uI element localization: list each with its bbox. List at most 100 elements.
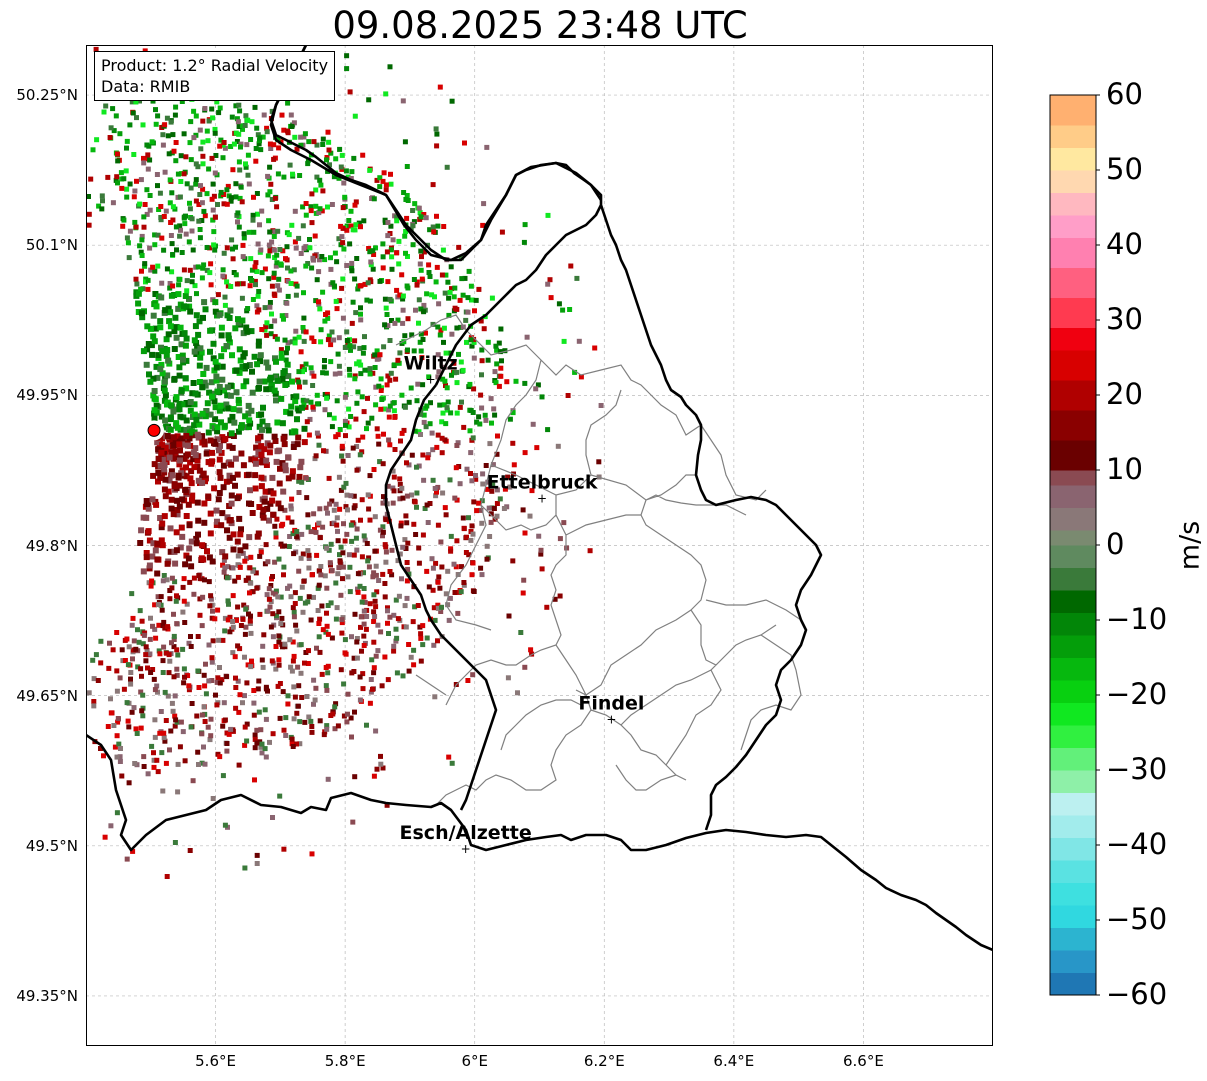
echo-pixel [306, 432, 312, 438]
echo-pixel [237, 357, 244, 364]
echo-pixel [246, 362, 253, 368]
colorbar-swatch [1050, 792, 1096, 816]
echo-pixel [185, 501, 192, 508]
echo-pixel [183, 231, 189, 237]
echo-pixel [410, 223, 416, 229]
echo-pixel [431, 605, 437, 611]
echo-pixel [279, 420, 286, 427]
echo-pixel [242, 543, 249, 550]
echo-pixel [395, 558, 401, 564]
echo-pixel [191, 135, 197, 141]
echo-pixel [224, 674, 230, 680]
echo-pixel [265, 253, 271, 259]
echo-pixel [169, 269, 175, 275]
echo-pixel [235, 219, 240, 225]
echo-pixel [184, 278, 190, 284]
echo-pixel [200, 314, 206, 321]
national-borders [86, 45, 993, 952]
map-canvas[interactable]: +Wiltz+Ettelbruck+Findel+Esch/Alzette [86, 45, 993, 1046]
echo-pixel [225, 332, 232, 339]
echo-pixel [225, 564, 231, 570]
echo-pixel [465, 295, 471, 301]
echo-pixel [227, 629, 233, 635]
colorbar-swatch [1050, 815, 1096, 838]
echo-pixel [218, 353, 225, 360]
echo-pixel [435, 602, 441, 608]
echo-pixel [486, 505, 492, 511]
echo-pixel [373, 402, 379, 408]
echo-pixel [157, 366, 164, 373]
echo-pixel [315, 608, 321, 613]
echo-pixel [555, 443, 561, 449]
echo-pixel [253, 444, 260, 451]
echo-pixel [371, 609, 377, 615]
echo-pixel [216, 456, 223, 463]
echo-pixel [344, 338, 350, 343]
echo-pixel [183, 427, 190, 433]
echo-pixel [302, 660, 307, 666]
echo-pixel [479, 520, 485, 526]
echo-pixel [188, 724, 194, 730]
echo-pixel [419, 254, 424, 260]
echo-pixel [323, 448, 329, 454]
echo-pixel [424, 291, 430, 297]
echo-pixel [211, 485, 218, 492]
echo-pixel [161, 644, 167, 650]
echo-pixel [141, 764, 147, 769]
echo-pixel [245, 306, 251, 311]
echo-pixel [435, 605, 441, 611]
echo-pixel [333, 616, 339, 622]
echo-pixel [209, 659, 215, 665]
echo-pixel [370, 370, 376, 376]
echo-pixel [220, 462, 227, 469]
echo-pixel [214, 99, 220, 105]
echo-pixel [289, 468, 296, 475]
echo-pixel [217, 442, 223, 449]
echo-pixel [262, 327, 268, 333]
echo-pixel [306, 552, 312, 558]
echo-pixel [557, 593, 563, 599]
echo-pixel [228, 500, 235, 507]
echo-pixel [365, 420, 371, 426]
echo-pixel [271, 291, 277, 297]
echo-pixel [226, 339, 233, 346]
echo-pixel [366, 97, 372, 103]
colorbar-swatch [1050, 350, 1096, 381]
echo-pixel [130, 615, 136, 621]
echo-pixel [237, 167, 243, 173]
echo-pixel [347, 241, 353, 247]
echo-pixel [210, 115, 216, 121]
echo-pixel [375, 622, 381, 628]
echo-pixel [505, 675, 511, 681]
echo-pixel [299, 479, 305, 485]
echo-pixel [112, 744, 118, 750]
echo-pixel [285, 293, 291, 299]
echo-pixel [443, 512, 449, 518]
lon-tick-label: 6.2°E [583, 1052, 625, 1070]
echo-pixel [446, 295, 452, 301]
echo-pixel [328, 359, 334, 365]
map-area[interactable]: + Wiltz + Ettelbruck + Findel + Esch/Alzette [86, 45, 993, 1046]
radar-site-marker[interactable] [147, 423, 161, 437]
city-marker-icon: + [606, 713, 616, 727]
echo-pixel [548, 295, 554, 301]
echo-pixel [149, 496, 156, 503]
echo-pixel [170, 434, 177, 441]
echo-pixel [175, 171, 181, 177]
echo-pixel [128, 670, 134, 675]
echo-pixel [433, 560, 439, 566]
echo-pixel [207, 270, 213, 276]
echo-pixel [387, 403, 393, 409]
echo-pixel [234, 116, 240, 122]
echo-pixel [269, 474, 276, 481]
echo-pixel [240, 700, 245, 706]
echo-pixel [218, 324, 225, 331]
echo-pixel [221, 387, 228, 394]
echo-pixel [152, 602, 158, 608]
echo-pixel [353, 416, 359, 422]
echo-pixel [565, 393, 571, 398]
echo-pixel [370, 266, 376, 272]
echo-pixel [238, 184, 244, 190]
echo-pixel [262, 305, 268, 311]
echo-pixel [381, 344, 387, 350]
